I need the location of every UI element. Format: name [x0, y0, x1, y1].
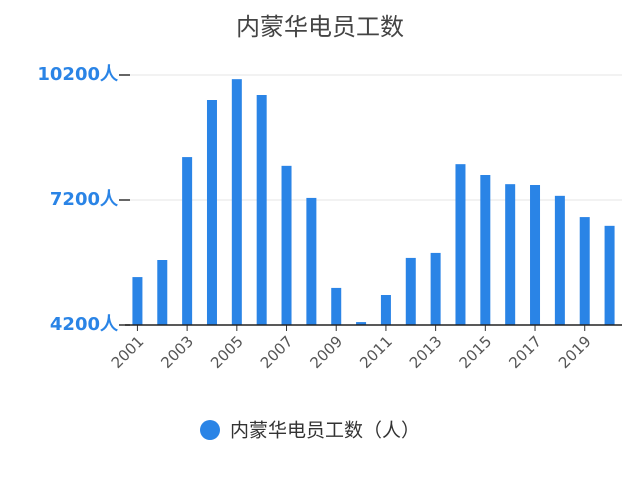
x-tick-label: 2019: [555, 332, 595, 372]
bar: [405, 257, 416, 325]
bar: [231, 79, 242, 326]
bar: [356, 322, 367, 325]
y-tick-label: 4200人: [50, 314, 119, 335]
y-tick-label: 10200人: [37, 64, 119, 85]
bar: [206, 100, 217, 325]
x-tick-label: 2005: [207, 332, 247, 372]
x-tick-label: 2009: [307, 332, 347, 372]
bar: [604, 225, 615, 325]
bar: [505, 184, 516, 325]
x-tick-label: 2017: [505, 332, 545, 372]
bar: [157, 260, 168, 325]
bar: [530, 185, 541, 325]
bar: [579, 217, 590, 325]
bar: [554, 195, 565, 325]
x-tick-label: 2015: [456, 332, 496, 372]
bar: [430, 252, 441, 325]
bar: [182, 157, 193, 325]
x-tick-label: 2001: [108, 332, 148, 372]
x-tick-label: 2011: [356, 332, 396, 372]
legend-marker: [200, 420, 220, 440]
bar: [331, 287, 342, 325]
x-tick-label: 2007: [257, 332, 297, 372]
y-tick-label: 7200人: [50, 189, 119, 210]
bar: [480, 175, 491, 325]
bar: [256, 95, 267, 325]
legend-label: 内蒙华电员工数（人）: [230, 420, 420, 442]
bar: [306, 197, 317, 325]
x-tick-label: 2013: [406, 332, 446, 372]
bar: [455, 164, 466, 325]
chart-title: 内蒙华电员工数: [236, 13, 404, 41]
bar: [281, 165, 292, 325]
bar: [380, 295, 391, 325]
x-tick-label: 2003: [157, 332, 197, 372]
bar: [132, 277, 143, 325]
